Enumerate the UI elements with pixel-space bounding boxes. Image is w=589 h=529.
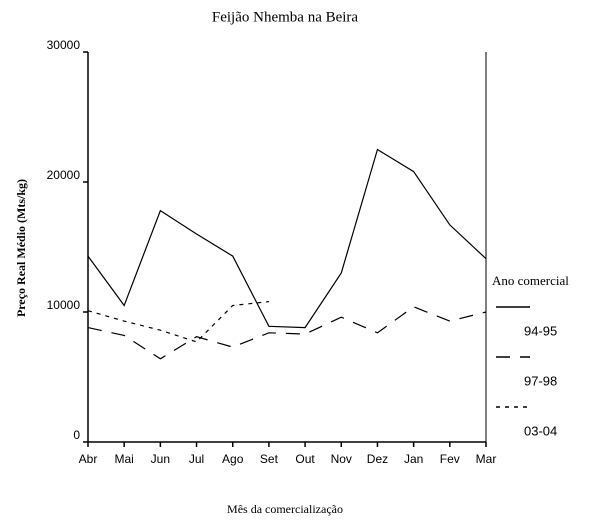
x-tick-label: Out [295, 452, 315, 466]
legend-label: 94-95 [524, 323, 557, 338]
chart-title: Feijão Nhemba na Beira [212, 9, 359, 25]
y-tick-label: 0 [73, 428, 80, 442]
legend-title: Ano comercial [492, 273, 569, 288]
x-tick-label: Mar [476, 452, 497, 466]
line-series [87, 301, 269, 343]
x-tick-label: Ago [222, 452, 244, 466]
x-axis-label: Mês da comercialização [227, 502, 343, 516]
x-tick-label: Set [260, 452, 279, 466]
x-tick-label: Jan [404, 452, 423, 466]
y-tick-label: 30000 [47, 38, 81, 52]
x-tick-label: Dez [367, 452, 388, 466]
legend-label: 03-04 [524, 423, 557, 438]
y-tick-label: 20000 [47, 168, 81, 182]
line-series [87, 306, 487, 360]
x-tick-label: Jul [189, 452, 204, 466]
line-series [87, 148, 487, 329]
x-tick-label: Mai [115, 452, 134, 466]
legend-label: 97-98 [524, 373, 557, 388]
y-axis-label: Preço Real Médio (Mts/kg) [14, 179, 28, 317]
y-tick-label: 10000 [47, 298, 81, 312]
x-tick-label: Abr [79, 452, 98, 466]
x-tick-label: Nov [331, 452, 352, 466]
x-tick-label: Jun [151, 452, 170, 466]
x-tick-label: Fev [440, 452, 460, 466]
